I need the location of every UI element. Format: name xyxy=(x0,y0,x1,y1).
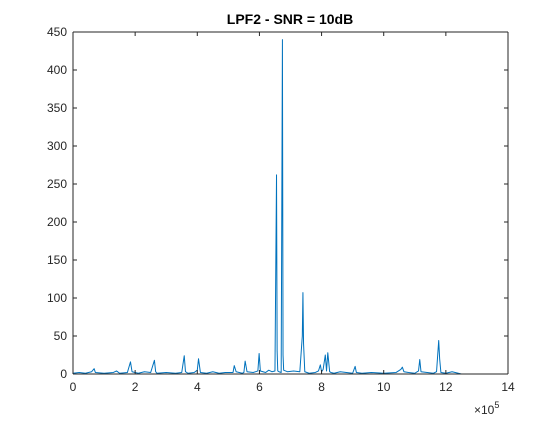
y-tick-label: 150 xyxy=(47,253,67,267)
x-tick-label: 8 xyxy=(318,380,325,394)
y-tick-label: 200 xyxy=(47,215,67,229)
series-line-0 xyxy=(72,39,462,375)
x-tick-label: 4 xyxy=(194,380,201,394)
plot-area xyxy=(73,32,508,374)
y-tick-label: 100 xyxy=(47,291,67,305)
axes-layer xyxy=(72,31,509,375)
y-tick-label: 350 xyxy=(47,101,67,115)
x-tick-label: 2 xyxy=(132,380,139,394)
x-tick-label: 14 xyxy=(501,380,515,394)
y-tick-label: 250 xyxy=(47,177,67,191)
y-tick-label: 50 xyxy=(54,329,68,343)
y-tick-label: 450 xyxy=(47,25,67,39)
ticks-layer: 0 2 4 6 8 10 12 14 0 50 100 150 200 250 300 350 400 450 xyxy=(47,25,515,394)
y-tick-label: 400 xyxy=(47,63,67,77)
y-tick-label: 0 xyxy=(60,367,67,381)
x-exponent-label: ×105 xyxy=(474,400,499,417)
y-tick-label: 300 xyxy=(47,139,67,153)
chart-title: LPF2 - SNR = 10dB xyxy=(227,11,353,27)
x-tick-label: 12 xyxy=(439,380,453,394)
x-tick-label: 6 xyxy=(256,380,263,394)
x-tick-label: 10 xyxy=(377,380,391,394)
x-tick-label: 0 xyxy=(70,380,77,394)
series-layer xyxy=(72,39,462,375)
